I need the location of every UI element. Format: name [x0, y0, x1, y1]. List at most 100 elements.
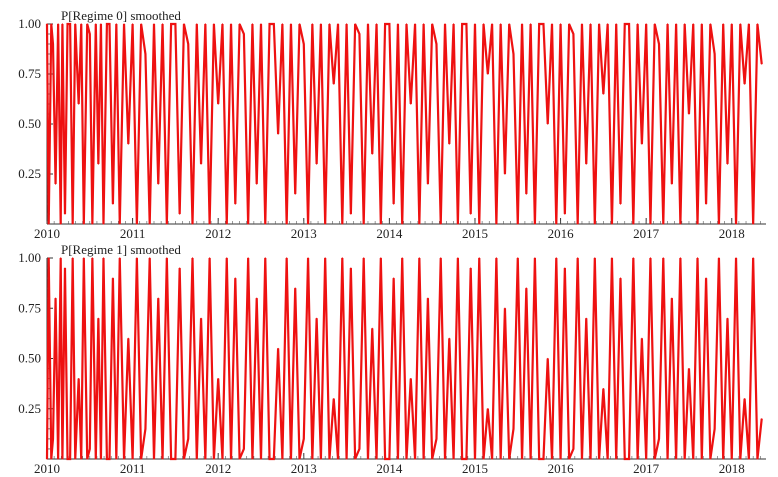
data-point [577, 257, 579, 259]
data-point [581, 458, 583, 460]
data-point [115, 458, 117, 460]
data-point [440, 223, 442, 225]
data-point [157, 183, 159, 185]
data-point [354, 23, 356, 25]
data-point [286, 223, 288, 225]
data-point [726, 163, 729, 165]
data-point [230, 23, 232, 25]
data-point [153, 458, 155, 460]
data-point [482, 458, 485, 460]
data-point [607, 23, 609, 25]
probability-series-line [45, 257, 763, 461]
data-point [418, 223, 420, 225]
data-point [191, 223, 194, 225]
data-point [585, 163, 587, 165]
data-point [572, 33, 575, 35]
x-tick-label: 2013 [291, 226, 317, 241]
data-point [97, 163, 99, 165]
x-tick-label: 2011 [120, 226, 146, 241]
data-point [714, 53, 716, 55]
data-point [72, 223, 74, 225]
data-point [461, 458, 463, 460]
data-point [238, 23, 241, 25]
data-point [718, 257, 720, 259]
x-tick-label: 2018 [719, 226, 745, 241]
data-point [397, 458, 399, 460]
y-tick-label: 1.00 [18, 16, 41, 31]
data-point [260, 458, 262, 460]
data-point [86, 458, 88, 460]
data-point [80, 23, 82, 25]
data-point [140, 23, 142, 25]
data-point [624, 458, 626, 460]
data-point [589, 458, 592, 460]
data-point [692, 458, 694, 460]
data-point [238, 458, 241, 460]
data-point [303, 43, 305, 45]
y-tick-label: 0.25 [18, 401, 41, 416]
data-point [123, 23, 125, 25]
data-point [542, 458, 545, 460]
data-point [423, 458, 425, 460]
data-point [74, 23, 76, 25]
data-point [393, 203, 395, 205]
x-tick-label: 2011 [120, 461, 146, 476]
data-point [102, 257, 105, 259]
data-point [170, 458, 172, 460]
data-point [568, 23, 570, 25]
data-point [191, 257, 194, 259]
data-point [119, 257, 121, 259]
data-point [226, 257, 228, 259]
data-point [440, 257, 442, 259]
data-point [187, 438, 189, 440]
data-point [611, 257, 613, 259]
data-point [112, 277, 114, 279]
data-point [504, 307, 506, 309]
data-point [487, 73, 489, 75]
data-point [679, 223, 682, 225]
data-point [491, 23, 493, 25]
data-point [602, 93, 604, 95]
data-point [452, 458, 455, 460]
data-point [251, 458, 254, 460]
data-point [106, 23, 108, 25]
data-point [298, 458, 301, 460]
data-point [397, 23, 399, 25]
data-point [512, 53, 515, 55]
chart-title: P[Regime 1] smoothed [61, 242, 181, 257]
y-tick-label: 0.75 [18, 66, 41, 81]
data-point [127, 143, 129, 145]
data-point [57, 23, 59, 25]
data-point [161, 23, 164, 25]
data-point [89, 33, 91, 35]
data-point [649, 257, 652, 259]
data-point [268, 458, 271, 460]
regime-0-panel: P[Regime 0] smoothed 0.25 0.50 0.75 1.00 2010… [18, 8, 766, 241]
data-point [69, 458, 71, 460]
data-point [74, 458, 76, 460]
data-point [83, 223, 85, 225]
data-point [226, 223, 228, 225]
data-point [97, 317, 99, 319]
data-point [457, 223, 459, 225]
data-point [100, 458, 102, 460]
data-point [495, 223, 497, 225]
data-point [371, 327, 373, 329]
data-point [401, 223, 403, 225]
data-point [48, 257, 50, 259]
data-point [478, 223, 480, 225]
data-point [444, 458, 446, 460]
data-point [183, 458, 185, 460]
data-point [371, 153, 373, 155]
data-point [744, 398, 746, 400]
data-point [512, 428, 515, 430]
data-point [675, 23, 677, 25]
data-point [427, 183, 429, 185]
data-point [221, 23, 224, 25]
data-point [333, 398, 335, 400]
x-tick-label: 2015 [462, 226, 488, 241]
data-point [714, 428, 716, 430]
data-point [341, 223, 343, 225]
data-point [465, 23, 468, 25]
data-point [542, 23, 545, 25]
